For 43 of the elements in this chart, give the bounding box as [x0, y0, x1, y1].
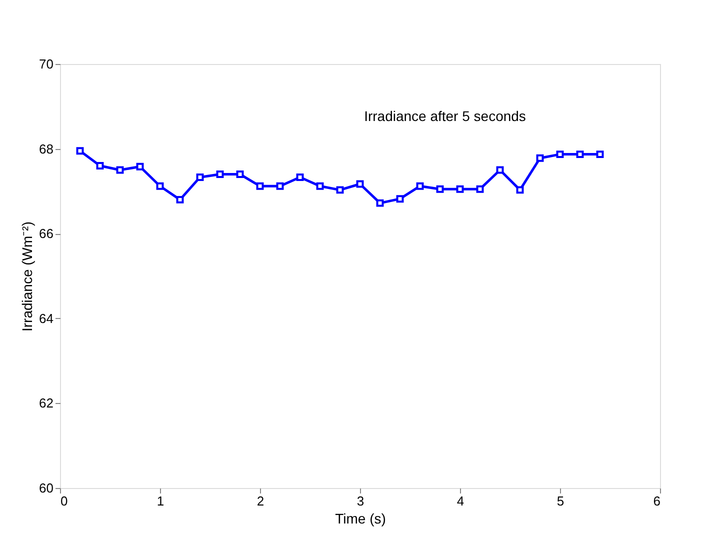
point [596, 150, 604, 158]
x-tick-label: 3 [356, 494, 364, 508]
point [496, 166, 504, 174]
point [336, 186, 344, 194]
point [536, 154, 544, 162]
point [516, 186, 524, 194]
point [296, 173, 304, 181]
x-tick-label: 4 [456, 494, 464, 508]
y-tick-label: 66 [39, 226, 54, 242]
point [276, 182, 284, 190]
point [96, 162, 104, 170]
point [136, 162, 144, 170]
point [476, 185, 484, 193]
point [196, 173, 204, 181]
point [176, 196, 184, 204]
x-tick-label: 6 [653, 494, 660, 508]
y-tick-label: 60 [39, 480, 54, 496]
x-tick-label: 1 [156, 494, 164, 508]
point [416, 182, 424, 190]
x-tick-label: 5 [556, 494, 564, 508]
y-tick-label: 62 [39, 396, 54, 411]
point [76, 147, 84, 155]
point [376, 199, 384, 207]
point [316, 182, 324, 190]
point [456, 185, 464, 193]
y-axis-title: Irradiance (Wm⁻²) [19, 221, 36, 332]
point [256, 182, 264, 190]
point [576, 150, 584, 158]
text: Irradiance after 5 seconds [364, 108, 526, 124]
x-axis-title: Time (s) [335, 510, 386, 526]
point [556, 150, 564, 158]
y-tick-label: 70 [39, 56, 54, 72]
y-tick-label: 68 [39, 141, 54, 156]
x-tick-label: 2 [256, 494, 264, 508]
x-tick-label: 0 [60, 494, 68, 508]
point [156, 182, 164, 190]
point [116, 166, 124, 174]
point [436, 185, 444, 193]
point [236, 170, 244, 178]
y-tick-label: 64 [39, 310, 54, 326]
point [356, 180, 364, 188]
point [396, 195, 404, 203]
point [216, 170, 224, 178]
